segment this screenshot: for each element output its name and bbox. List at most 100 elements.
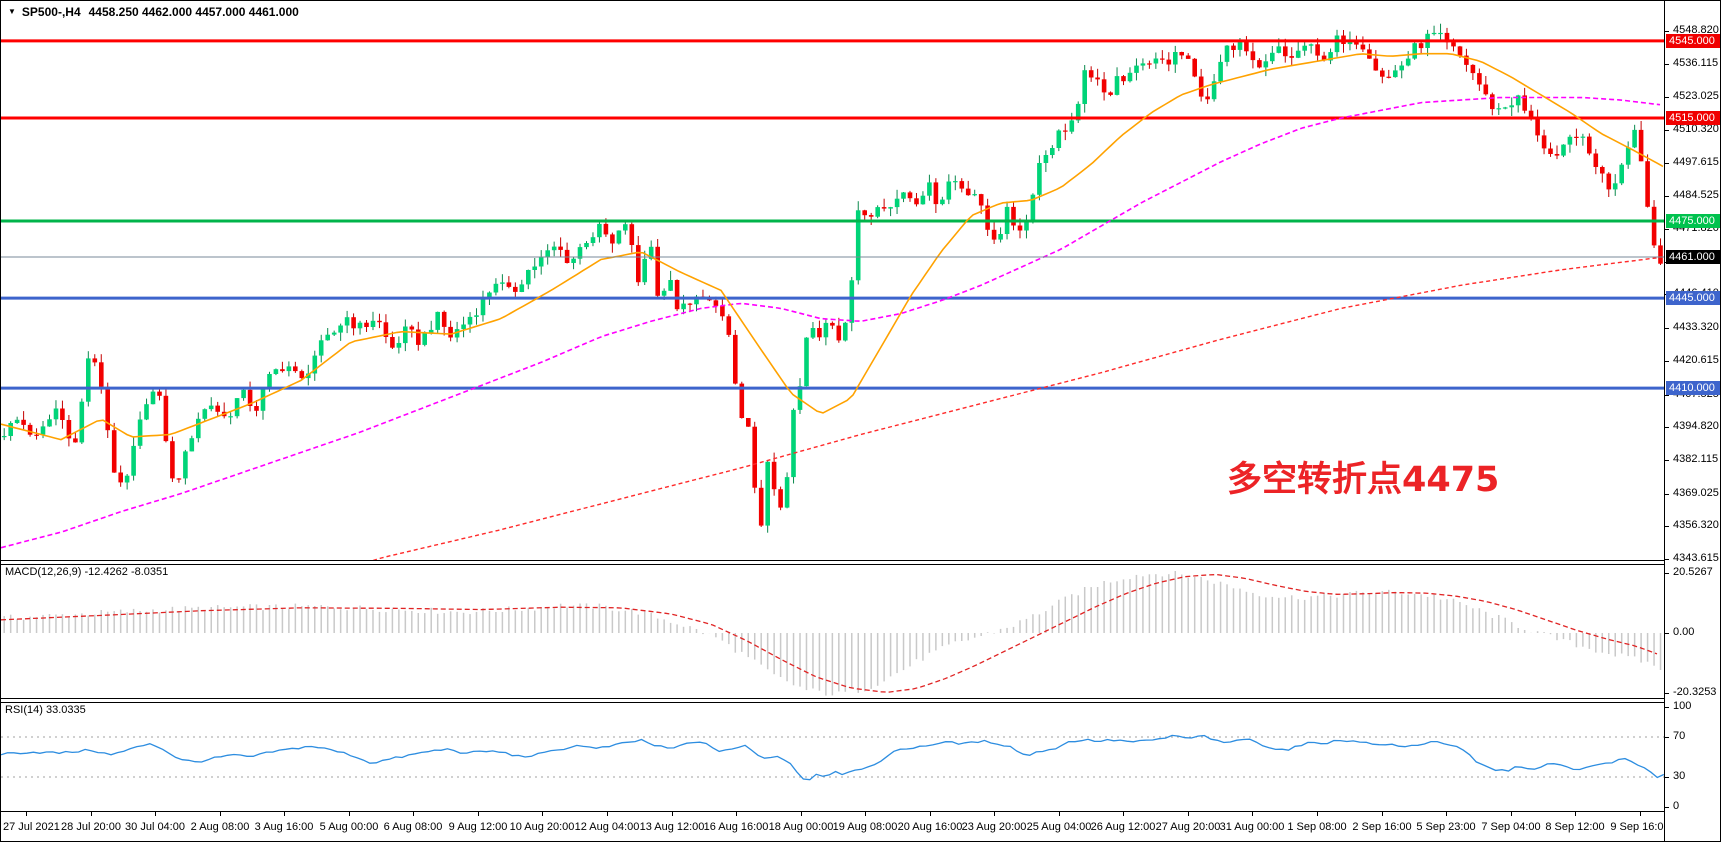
price-axis[interactable]: 4548.820 4536.115 4523.025 4510.320 4497.615…	[1664, 1, 1720, 841]
time-tick-label: 30 Jul 04:00	[125, 821, 185, 833]
axis-tick-mark	[1665, 229, 1669, 230]
time-tick-mark	[1382, 812, 1383, 816]
price-tick-label: 4433.320	[1673, 321, 1719, 333]
axis-tick-mark	[1665, 526, 1669, 527]
price-level-badge[interactable]: 4410.000	[1666, 381, 1720, 395]
panel-separator[interactable]	[1, 560, 1664, 565]
axis-tick-mark	[1665, 807, 1669, 808]
time-tick-label: 27 Jul 2021	[3, 821, 60, 833]
time-tick-mark	[413, 812, 414, 816]
time-tick-label: 18 Aug 00:00	[768, 821, 834, 833]
axis-tick-mark	[1665, 31, 1669, 32]
time-tick-mark	[1511, 812, 1512, 816]
time-tick-label: 9 Sep 16:00	[1610, 821, 1670, 833]
time-tick-label: 2 Sep 16:00	[1352, 821, 1412, 833]
time-tick-mark	[1446, 812, 1447, 816]
rsi-indicator-label: RSI(14) 33.0335	[5, 704, 86, 716]
time-tick-label: 9 Aug 12:00	[448, 821, 508, 833]
macd-tick-label: 20.5267	[1673, 566, 1713, 578]
rsi-tick-label: 0	[1673, 800, 1680, 812]
axis-tick-mark	[1665, 460, 1669, 461]
price-tick-label: 4523.025	[1673, 90, 1719, 102]
time-tick-mark	[1317, 812, 1318, 816]
time-tick-label: 28 Jul 20:00	[61, 821, 121, 833]
axis-tick-mark	[1665, 427, 1669, 428]
price-tick-label: 4356.320	[1673, 519, 1719, 531]
axis-tick-mark	[1665, 163, 1669, 164]
axis-tick-mark	[1665, 573, 1669, 574]
time-tick-label: 13 Aug 12:00	[639, 821, 705, 833]
macd-signal-line	[1, 573, 1658, 693]
ma-fast-orange-line	[1, 52, 1664, 441]
price-tick-label: 4484.525	[1673, 189, 1719, 201]
axis-tick-mark	[1665, 64, 1669, 65]
time-tick-label: 20 Aug 16:00	[897, 821, 963, 833]
time-tick-mark	[91, 812, 92, 816]
time-tick-mark	[1575, 812, 1576, 816]
axis-tick-mark	[1665, 559, 1669, 560]
time-tick-label: 19 Aug 08:00	[832, 821, 898, 833]
time-tick-label: 7 Sep 04:00	[1481, 821, 1541, 833]
current-price-badge: 4461.000	[1666, 250, 1720, 264]
time-tick-mark	[155, 812, 156, 816]
time-tick-mark	[672, 812, 673, 816]
time-tick-mark	[26, 812, 27, 816]
panel-separator[interactable]	[1, 698, 1664, 703]
ohlc-values: 4458.250 4462.000 4457.000 4461.000	[88, 5, 299, 19]
macd-tick-label: -20.3253	[1673, 686, 1717, 698]
price-tick-label: 4343.615	[1673, 552, 1719, 564]
time-tick-mark	[1123, 812, 1124, 816]
time-tick-label: 25 Aug 04:00	[1026, 821, 1092, 833]
time-tick-mark	[220, 812, 221, 816]
time-axis[interactable]: 27 Jul 2021 28 Jul 20:00 30 Jul 04:00 2 Aug…	[1, 811, 1720, 841]
rsi-line	[1, 734, 1664, 781]
time-tick-label: 5 Sep 23:00	[1416, 821, 1476, 833]
axis-tick-mark	[1665, 633, 1669, 634]
price-tick-label: 4382.115	[1673, 453, 1719, 465]
price-level-badge[interactable]: 4445.000	[1666, 291, 1720, 305]
axis-tick-mark	[1665, 395, 1669, 396]
price-tick-label: 4369.025	[1673, 487, 1719, 499]
axis-tick-mark	[1665, 707, 1669, 708]
time-tick-label: 23 Aug 20:00	[961, 821, 1027, 833]
rsi-tick-label: 70	[1673, 730, 1686, 742]
time-tick-mark	[1252, 812, 1253, 816]
rsi-tick-label: 30	[1673, 770, 1686, 782]
symbol-dropdown-icon[interactable]: ▼	[8, 7, 16, 16]
time-tick-label: 27 Aug 20:00	[1155, 821, 1221, 833]
price-tick-label: 4536.115	[1673, 57, 1719, 69]
axis-tick-mark	[1665, 361, 1669, 362]
ma-mid-magenta-line	[1, 96, 1661, 549]
macd-tick-label: 0.00	[1673, 626, 1695, 638]
time-tick-label: 8 Sep 12:00	[1545, 821, 1605, 833]
axis-tick-mark	[1665, 328, 1669, 329]
price-tick-label: 4420.615	[1673, 354, 1719, 366]
time-tick-mark	[1640, 812, 1641, 816]
time-tick-label: 5 Aug 00:00	[319, 821, 379, 833]
price-chart-canvas[interactable]	[1, 1, 1664, 560]
time-tick-label: 12 Aug 04:00	[574, 821, 640, 833]
axis-tick-mark	[1665, 130, 1669, 131]
time-tick-label: 10 Aug 20:00	[509, 821, 575, 833]
symbol-period-label: SP500-,H4	[21, 5, 81, 19]
time-tick-label: 3 Aug 16:00	[254, 821, 314, 833]
time-tick-mark	[1059, 812, 1060, 816]
price-tick-label: 4548.820	[1673, 24, 1719, 36]
time-tick-label: 6 Aug 08:00	[383, 821, 443, 833]
price-tick-label: 4394.820	[1673, 420, 1719, 432]
axis-tick-mark	[1665, 97, 1669, 98]
time-tick-mark	[478, 812, 479, 816]
price-tick-label: 4510.320	[1673, 123, 1719, 135]
price-level-badge[interactable]: 4515.000	[1666, 111, 1720, 125]
time-tick-mark	[801, 812, 802, 816]
price-level-badge[interactable]: 4475.000	[1666, 214, 1720, 228]
time-tick-mark	[349, 812, 350, 816]
price-level-badge[interactable]: 4545.000	[1666, 34, 1720, 48]
chart-header: ▼ SP500-,H4 4458.250 4462.000 4457.000 446…	[8, 5, 299, 19]
macd-panel-canvas[interactable]	[1, 563, 1664, 698]
ma-slow-red-line	[372, 256, 1661, 560]
time-tick-mark	[930, 812, 931, 816]
time-tick-label: 1 Sep 08:00	[1287, 821, 1347, 833]
rsi-panel-canvas[interactable]	[1, 701, 1664, 811]
time-tick-mark	[542, 812, 543, 816]
